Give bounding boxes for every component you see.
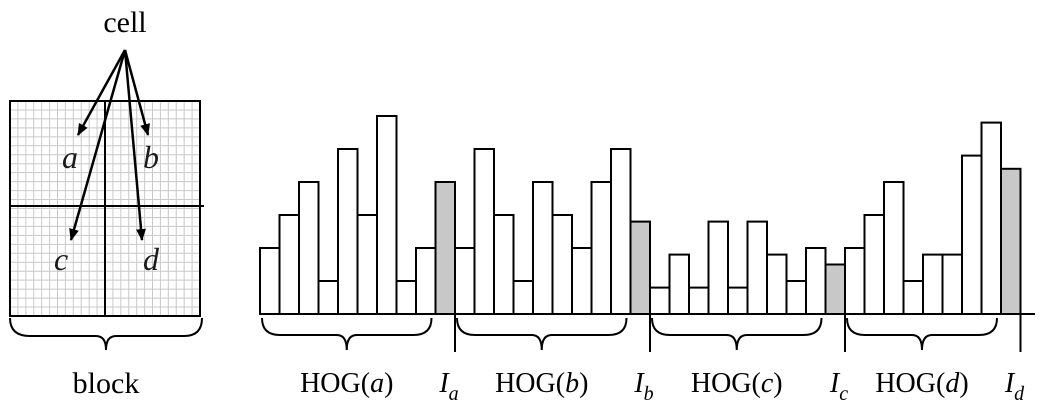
hog-c-bar-8 xyxy=(785,280,807,315)
hog-c-brace xyxy=(651,317,823,351)
hog-b-label: HOG(b) xyxy=(495,368,588,399)
histogram xyxy=(259,115,1022,352)
hog-a-bar-9 xyxy=(415,247,437,315)
hog-d-bar-7 xyxy=(961,154,983,315)
hog-a-brace xyxy=(261,317,433,351)
hog-d-bar-6 xyxy=(941,253,963,316)
hog-a-label: HOG(a) xyxy=(300,368,393,399)
intensity-b-bar xyxy=(629,220,651,316)
intensity-a-label: Ia xyxy=(438,368,458,405)
hog-d-bar-2 xyxy=(863,214,885,315)
hog-a-bar-5 xyxy=(337,148,359,315)
hog-a-bar-8 xyxy=(395,280,417,315)
block-label: block xyxy=(73,367,140,400)
hog-c-bar-2 xyxy=(668,253,690,316)
hog-d-bar-5 xyxy=(922,253,944,316)
hog-c-bar-6 xyxy=(746,220,768,316)
hog-b-brace xyxy=(456,317,628,351)
arrow-to-cell-c xyxy=(69,49,127,241)
cell-label-d: d xyxy=(143,241,160,277)
hog-a-bar-7 xyxy=(376,115,398,315)
hog-b-bar-3 xyxy=(493,214,515,315)
hog-d-bar-4 xyxy=(902,280,924,315)
hog-d-bar-1 xyxy=(844,247,866,315)
hog-b-bar-1 xyxy=(454,247,476,315)
intensity-d-bar xyxy=(1000,167,1022,315)
hog-c-bar-4 xyxy=(707,220,729,316)
hog-a-bar-6 xyxy=(356,214,378,315)
intensity-d-label: Id xyxy=(1004,368,1025,405)
hog-b-bar-5 xyxy=(532,181,554,315)
hog-c-label: HOG(c) xyxy=(691,368,783,399)
hog-a-bar-2 xyxy=(278,214,300,315)
intensity-b-label: Ib xyxy=(633,368,653,405)
hog-c-bar-7 xyxy=(766,253,788,316)
cell-pointer-arrows xyxy=(69,49,150,241)
block-grid xyxy=(9,100,204,317)
hog-c-bar-9 xyxy=(805,247,827,315)
hog-c-bar-1 xyxy=(649,286,671,316)
cell-label: cell xyxy=(103,6,146,39)
hog-c-bar-5 xyxy=(727,286,749,316)
hog-a-bar-1 xyxy=(259,247,281,315)
hog-d-label: HOG(d) xyxy=(875,368,968,399)
intensity-c-label: Ic xyxy=(829,368,848,405)
arrow-to-cell-d xyxy=(123,49,146,241)
block-brace xyxy=(9,317,203,351)
cell-label-c: c xyxy=(54,241,68,277)
hog-b-bar-2 xyxy=(473,148,495,315)
hog-b-bar-6 xyxy=(551,214,573,315)
hog-b-bar-7 xyxy=(571,247,593,315)
cell-label-a: a xyxy=(62,139,78,175)
hog-b-bar-9 xyxy=(610,148,632,315)
hog-d-bar-8 xyxy=(980,121,1002,315)
hog-b-bar-8 xyxy=(590,181,612,315)
intensity-c-bar xyxy=(824,263,846,315)
hog-d-brace xyxy=(846,317,998,351)
segment-labels: HOG(a) Ia HOG(b) Ib HOG(c) Ic HOG(d) Id xyxy=(300,368,1025,405)
segment-braces xyxy=(261,317,998,351)
hog-c-bar-3 xyxy=(688,286,710,316)
arrow-to-cell-a xyxy=(76,49,127,136)
hog-a-bar-4 xyxy=(317,280,339,315)
intensity-a-bar xyxy=(434,181,456,315)
arrow-to-cell-b xyxy=(123,49,150,136)
hog-d-bar-3 xyxy=(883,181,905,315)
hog-b-bar-4 xyxy=(512,280,534,315)
hog-a-bar-3 xyxy=(298,181,320,315)
cell-label-b: b xyxy=(143,139,159,175)
